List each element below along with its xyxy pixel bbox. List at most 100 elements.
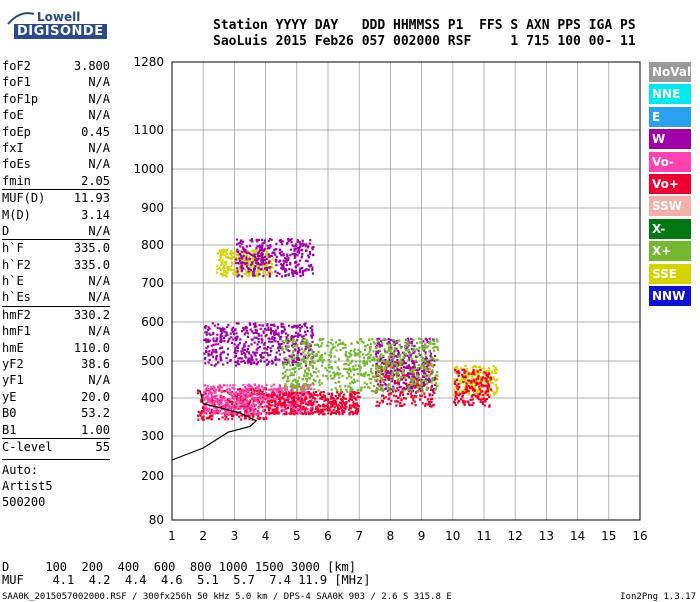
echo-point	[399, 370, 402, 373]
echo-point	[287, 238, 290, 241]
param-value: 335.0	[73, 241, 110, 256]
echo-point	[301, 266, 304, 270]
echo-point	[320, 353, 323, 356]
echo-point	[461, 375, 464, 378]
echo-point	[320, 364, 324, 367]
echo-point	[342, 346, 345, 350]
echo-point	[359, 338, 362, 341]
echo-point	[492, 378, 496, 381]
echo-point	[459, 382, 462, 385]
echo-point	[237, 343, 240, 347]
echo-point	[212, 387, 215, 391]
echo-point	[316, 343, 319, 346]
echo-point	[407, 376, 410, 379]
echo-point	[312, 391, 315, 394]
echo-point	[382, 379, 385, 382]
echo-point	[212, 406, 216, 409]
echo-point	[255, 264, 258, 267]
echo-point	[428, 394, 431, 397]
echo-point	[368, 386, 371, 389]
echo-point	[453, 378, 456, 381]
echo-point	[341, 409, 344, 412]
echo-point	[429, 379, 432, 382]
echo-point	[460, 381, 463, 384]
echo-point	[240, 396, 244, 399]
echo-point	[337, 373, 340, 376]
echo-point	[235, 395, 239, 398]
echo-point	[355, 398, 358, 401]
echo-point	[282, 401, 285, 405]
echo-point	[393, 350, 396, 353]
echo-point	[213, 409, 216, 412]
echo-point	[254, 328, 257, 332]
echo-point	[477, 373, 480, 376]
param-name: C-level	[2, 439, 53, 454]
echo-point	[262, 388, 265, 391]
echo-point	[428, 349, 431, 352]
echo-point	[237, 407, 240, 410]
echo-point	[392, 354, 395, 357]
echo-point	[267, 328, 270, 331]
echo-point	[227, 339, 230, 342]
echo-point	[252, 331, 255, 335]
echo-point	[425, 357, 428, 360]
echo-point	[283, 413, 286, 416]
echo-point	[385, 384, 388, 387]
echo-point	[375, 344, 379, 347]
echo-point	[248, 383, 251, 386]
echo-point	[285, 380, 288, 383]
echo-point	[326, 408, 329, 412]
echo-point	[253, 361, 256, 364]
param-value: N/A	[88, 91, 110, 106]
echo-point	[290, 344, 294, 347]
echo-point	[309, 326, 312, 330]
echo-point	[215, 400, 219, 403]
echo-point	[349, 352, 352, 356]
echo-point	[252, 387, 255, 390]
echo-point	[327, 407, 330, 410]
echo-point	[283, 400, 286, 403]
echo-point	[226, 268, 230, 272]
param-value: 335.0	[73, 257, 110, 272]
echo-point	[215, 409, 218, 412]
echo-point	[317, 410, 320, 413]
param-row: fmin 2.05	[2, 173, 110, 189]
echo-point	[243, 398, 247, 401]
echo-point	[354, 406, 357, 410]
echo-point	[413, 376, 416, 379]
echo-point	[265, 388, 268, 391]
echo-point	[390, 375, 394, 378]
echo-point	[237, 415, 241, 418]
echo-point	[245, 245, 249, 248]
echo-point	[281, 325, 284, 328]
echo-point	[454, 403, 457, 407]
echo-point	[247, 384, 251, 388]
echo-point	[412, 397, 415, 400]
echo-point	[241, 414, 244, 417]
echo-point	[222, 412, 226, 415]
echo-point	[483, 404, 486, 407]
echo-point	[202, 409, 206, 412]
echo-point	[240, 406, 243, 410]
echo-point	[232, 268, 235, 272]
echo-point	[345, 355, 348, 358]
echo-point	[249, 252, 252, 256]
echo-point	[257, 340, 260, 344]
echo-point	[221, 327, 225, 330]
echo-point	[460, 397, 463, 401]
echo-point	[224, 405, 227, 408]
echo-point	[346, 390, 349, 393]
echo-point	[197, 418, 200, 421]
echo-point	[333, 399, 337, 402]
echo-point	[258, 400, 261, 403]
echo-point	[268, 403, 272, 406]
echo-point	[412, 380, 415, 383]
echo-point	[224, 409, 227, 412]
echo-point	[292, 337, 295, 341]
echo-point	[381, 342, 384, 345]
echo-point	[387, 346, 390, 349]
echo-point	[311, 266, 314, 269]
echo-point	[427, 360, 430, 363]
echo-point	[205, 333, 208, 336]
echo-point	[284, 374, 287, 377]
